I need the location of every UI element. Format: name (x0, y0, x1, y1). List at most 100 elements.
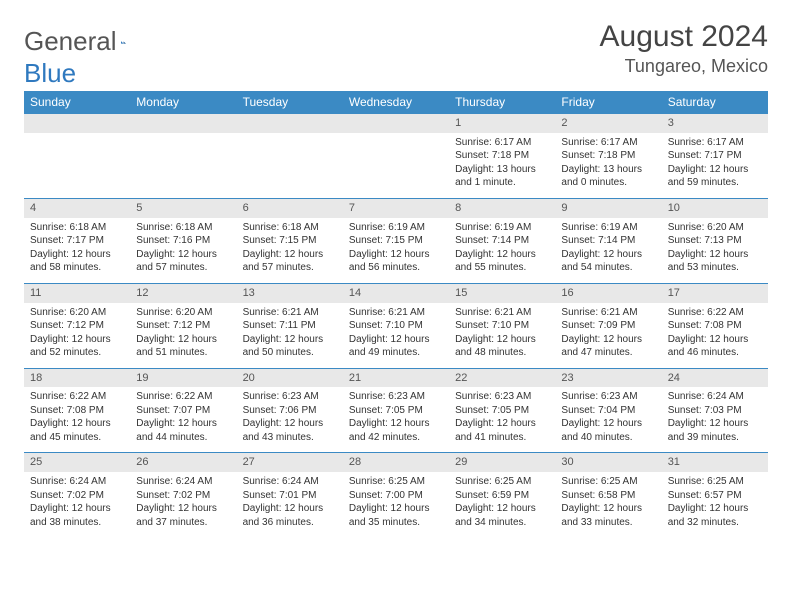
calendar-cell: 26Sunrise: 6:24 AMSunset: 7:02 PMDayligh… (130, 453, 236, 537)
day-details: Sunrise: 6:21 AMSunset: 7:10 PMDaylight:… (343, 303, 449, 368)
calendar-cell: 31Sunrise: 6:25 AMSunset: 6:57 PMDayligh… (662, 453, 768, 537)
day-number-empty (237, 114, 343, 133)
day-header: Friday (555, 91, 661, 114)
title-block: August 2024 Tungareo, Mexico (600, 20, 768, 77)
day-number: 26 (130, 453, 236, 472)
day-details: Sunrise: 6:21 AMSunset: 7:09 PMDaylight:… (555, 303, 661, 368)
calendar-body: 1Sunrise: 6:17 AMSunset: 7:18 PMDaylight… (24, 114, 768, 538)
day-number: 2 (555, 114, 661, 133)
calendar-cell-empty (343, 114, 449, 199)
calendar-cell: 11Sunrise: 6:20 AMSunset: 7:12 PMDayligh… (24, 283, 130, 368)
calendar-cell: 3Sunrise: 6:17 AMSunset: 7:17 PMDaylight… (662, 114, 768, 199)
day-details: Sunrise: 6:23 AMSunset: 7:05 PMDaylight:… (343, 387, 449, 452)
day-number: 10 (662, 199, 768, 218)
calendar-cell: 28Sunrise: 6:25 AMSunset: 7:00 PMDayligh… (343, 453, 449, 537)
month-title: August 2024 (600, 20, 768, 54)
calendar-cell: 4Sunrise: 6:18 AMSunset: 7:17 PMDaylight… (24, 198, 130, 283)
day-header: Thursday (449, 91, 555, 114)
calendar-cell: 22Sunrise: 6:23 AMSunset: 7:05 PMDayligh… (449, 368, 555, 453)
day-number: 8 (449, 199, 555, 218)
day-number: 17 (662, 284, 768, 303)
day-number: 9 (555, 199, 661, 218)
calendar-cell-empty (237, 114, 343, 199)
day-number: 5 (130, 199, 236, 218)
day-details: Sunrise: 6:18 AMSunset: 7:17 PMDaylight:… (24, 218, 130, 283)
day-number-empty (343, 114, 449, 133)
day-number: 4 (24, 199, 130, 218)
day-number: 6 (237, 199, 343, 218)
calendar-cell: 1Sunrise: 6:17 AMSunset: 7:18 PMDaylight… (449, 114, 555, 199)
day-details: Sunrise: 6:25 AMSunset: 6:58 PMDaylight:… (555, 472, 661, 537)
day-details: Sunrise: 6:22 AMSunset: 7:08 PMDaylight:… (24, 387, 130, 452)
day-number: 11 (24, 284, 130, 303)
day-details: Sunrise: 6:23 AMSunset: 7:05 PMDaylight:… (449, 387, 555, 452)
day-header: Saturday (662, 91, 768, 114)
calendar-cell: 27Sunrise: 6:24 AMSunset: 7:01 PMDayligh… (237, 453, 343, 537)
day-details: Sunrise: 6:21 AMSunset: 7:10 PMDaylight:… (449, 303, 555, 368)
calendar-cell: 23Sunrise: 6:23 AMSunset: 7:04 PMDayligh… (555, 368, 661, 453)
calendar-cell: 7Sunrise: 6:19 AMSunset: 7:15 PMDaylight… (343, 198, 449, 283)
day-header: Wednesday (343, 91, 449, 114)
calendar-cell: 21Sunrise: 6:23 AMSunset: 7:05 PMDayligh… (343, 368, 449, 453)
calendar-cell: 8Sunrise: 6:19 AMSunset: 7:14 PMDaylight… (449, 198, 555, 283)
day-number: 13 (237, 284, 343, 303)
day-number: 15 (449, 284, 555, 303)
calendar-cell: 5Sunrise: 6:18 AMSunset: 7:16 PMDaylight… (130, 198, 236, 283)
day-number: 3 (662, 114, 768, 133)
calendar-cell: 2Sunrise: 6:17 AMSunset: 7:18 PMDaylight… (555, 114, 661, 199)
calendar-cell: 14Sunrise: 6:21 AMSunset: 7:10 PMDayligh… (343, 283, 449, 368)
day-number: 18 (24, 369, 130, 388)
calendar-row: 18Sunrise: 6:22 AMSunset: 7:08 PMDayligh… (24, 368, 768, 453)
day-number: 29 (449, 453, 555, 472)
day-details: Sunrise: 6:25 AMSunset: 6:57 PMDaylight:… (662, 472, 768, 537)
calendar-cell: 24Sunrise: 6:24 AMSunset: 7:03 PMDayligh… (662, 368, 768, 453)
day-details: Sunrise: 6:22 AMSunset: 7:07 PMDaylight:… (130, 387, 236, 452)
day-number: 23 (555, 369, 661, 388)
day-number: 28 (343, 453, 449, 472)
day-number: 14 (343, 284, 449, 303)
day-details: Sunrise: 6:19 AMSunset: 7:14 PMDaylight:… (449, 218, 555, 283)
day-details: Sunrise: 6:18 AMSunset: 7:15 PMDaylight:… (237, 218, 343, 283)
day-details: Sunrise: 6:17 AMSunset: 7:18 PMDaylight:… (555, 133, 661, 198)
day-number: 24 (662, 369, 768, 388)
day-header: Sunday (24, 91, 130, 114)
day-details: Sunrise: 6:24 AMSunset: 7:03 PMDaylight:… (662, 387, 768, 452)
calendar-cell: 20Sunrise: 6:23 AMSunset: 7:06 PMDayligh… (237, 368, 343, 453)
day-number: 31 (662, 453, 768, 472)
day-number: 19 (130, 369, 236, 388)
day-header: Tuesday (237, 91, 343, 114)
day-number: 21 (343, 369, 449, 388)
calendar-cell: 29Sunrise: 6:25 AMSunset: 6:59 PMDayligh… (449, 453, 555, 537)
page-header: General August 2024 Tungareo, Mexico (24, 20, 768, 77)
day-number: 1 (449, 114, 555, 133)
calendar-cell: 17Sunrise: 6:22 AMSunset: 7:08 PMDayligh… (662, 283, 768, 368)
calendar-cell: 13Sunrise: 6:21 AMSunset: 7:11 PMDayligh… (237, 283, 343, 368)
day-number: 27 (237, 453, 343, 472)
day-number: 25 (24, 453, 130, 472)
calendar-row: 4Sunrise: 6:18 AMSunset: 7:17 PMDaylight… (24, 198, 768, 283)
day-details: Sunrise: 6:20 AMSunset: 7:12 PMDaylight:… (24, 303, 130, 368)
calendar-cell: 15Sunrise: 6:21 AMSunset: 7:10 PMDayligh… (449, 283, 555, 368)
day-header: Monday (130, 91, 236, 114)
day-details: Sunrise: 6:19 AMSunset: 7:14 PMDaylight:… (555, 218, 661, 283)
day-details: Sunrise: 6:20 AMSunset: 7:12 PMDaylight:… (130, 303, 236, 368)
day-details: Sunrise: 6:19 AMSunset: 7:15 PMDaylight:… (343, 218, 449, 283)
calendar-cell: 25Sunrise: 6:24 AMSunset: 7:02 PMDayligh… (24, 453, 130, 537)
calendar-cell: 19Sunrise: 6:22 AMSunset: 7:07 PMDayligh… (130, 368, 236, 453)
calendar-cell: 10Sunrise: 6:20 AMSunset: 7:13 PMDayligh… (662, 198, 768, 283)
day-number: 20 (237, 369, 343, 388)
day-number-empty (130, 114, 236, 133)
day-details: Sunrise: 6:25 AMSunset: 6:59 PMDaylight:… (449, 472, 555, 537)
calendar-cell: 9Sunrise: 6:19 AMSunset: 7:14 PMDaylight… (555, 198, 661, 283)
calendar-cell: 6Sunrise: 6:18 AMSunset: 7:15 PMDaylight… (237, 198, 343, 283)
calendar-head: SundayMondayTuesdayWednesdayThursdayFrid… (24, 91, 768, 114)
calendar-cell: 16Sunrise: 6:21 AMSunset: 7:09 PMDayligh… (555, 283, 661, 368)
day-details: Sunrise: 6:25 AMSunset: 7:00 PMDaylight:… (343, 472, 449, 537)
calendar-cell-empty (24, 114, 130, 199)
day-details: Sunrise: 6:24 AMSunset: 7:01 PMDaylight:… (237, 472, 343, 537)
day-details: Sunrise: 6:23 AMSunset: 7:06 PMDaylight:… (237, 387, 343, 452)
day-number: 22 (449, 369, 555, 388)
calendar-cell: 30Sunrise: 6:25 AMSunset: 6:58 PMDayligh… (555, 453, 661, 537)
day-details: Sunrise: 6:20 AMSunset: 7:13 PMDaylight:… (662, 218, 768, 283)
day-details: Sunrise: 6:17 AMSunset: 7:17 PMDaylight:… (662, 133, 768, 198)
